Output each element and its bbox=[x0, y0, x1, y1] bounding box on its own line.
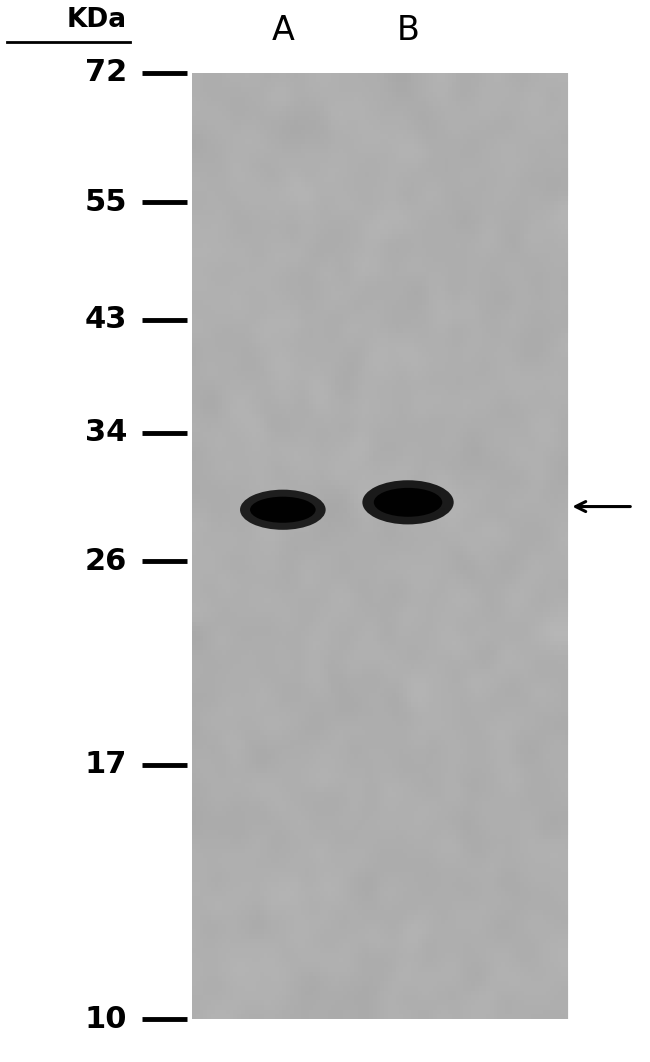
Text: 43: 43 bbox=[84, 306, 127, 335]
Ellipse shape bbox=[250, 497, 316, 523]
Text: A: A bbox=[272, 14, 294, 47]
Ellipse shape bbox=[362, 480, 454, 525]
Text: 26: 26 bbox=[84, 547, 127, 576]
Text: KDa: KDa bbox=[67, 7, 127, 33]
Text: 10: 10 bbox=[84, 1005, 127, 1033]
Text: 72: 72 bbox=[85, 58, 127, 87]
Text: 34: 34 bbox=[84, 418, 127, 447]
Text: 17: 17 bbox=[84, 750, 127, 780]
Bar bbox=[192, 73, 568, 1020]
Ellipse shape bbox=[240, 490, 326, 530]
Text: 55: 55 bbox=[84, 188, 127, 217]
Text: B: B bbox=[396, 14, 419, 47]
Ellipse shape bbox=[374, 487, 442, 517]
